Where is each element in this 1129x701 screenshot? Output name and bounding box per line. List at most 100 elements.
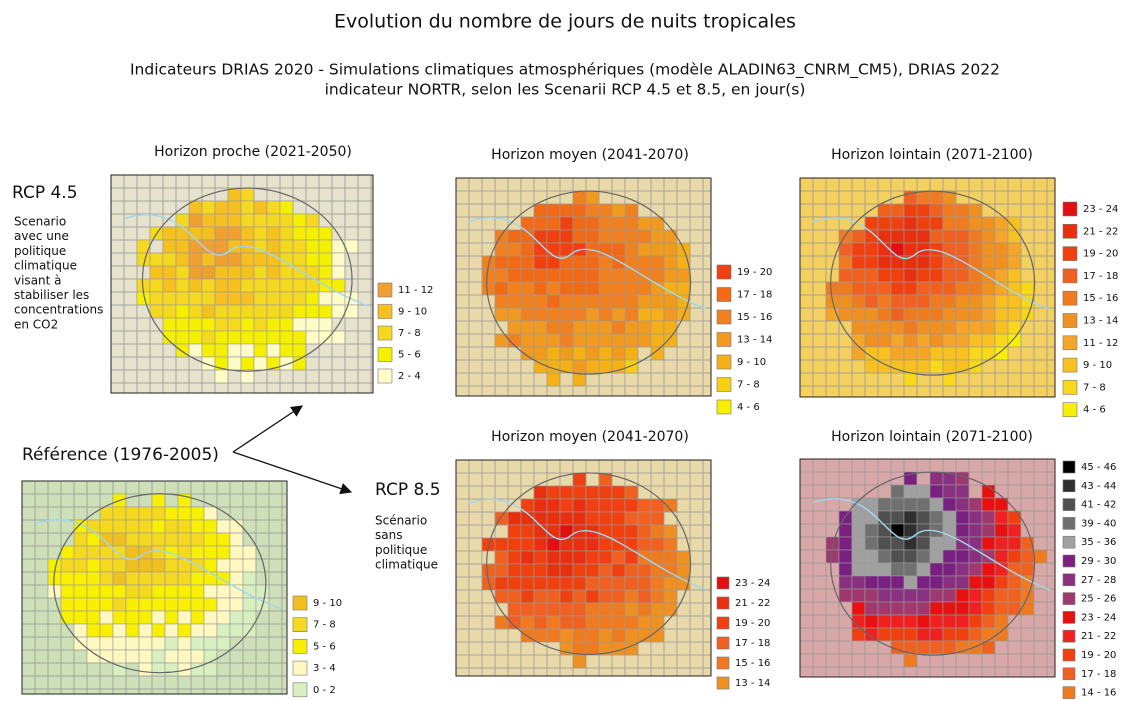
map-cell	[903, 588, 918, 603]
map-cell	[292, 317, 307, 332]
map-cell	[520, 550, 535, 565]
map-cell	[546, 511, 561, 526]
legend-label: 9 - 10	[737, 357, 766, 368]
map-cell	[994, 268, 1009, 283]
legend-label: 41 - 42	[1081, 500, 1116, 511]
map-cell	[546, 203, 561, 218]
map-cell	[214, 369, 229, 384]
map-cell	[175, 265, 190, 280]
map-cell	[916, 203, 931, 218]
map-cell	[240, 200, 255, 215]
map-cell	[877, 549, 892, 564]
title: Evolution du nombre de jours de nuits tr…	[334, 11, 796, 33]
map-cell	[572, 485, 587, 500]
map-cell	[520, 268, 535, 283]
map-cell	[585, 628, 600, 643]
map-cell	[253, 343, 268, 358]
legend-swatch	[1062, 573, 1076, 587]
map-cell	[162, 291, 177, 306]
map-cell	[968, 307, 983, 322]
map-cell	[162, 239, 177, 254]
map-cell	[624, 255, 639, 270]
map-cell	[177, 532, 192, 547]
map-cell	[890, 588, 905, 603]
map-cell	[981, 588, 996, 603]
map-cell	[968, 203, 983, 218]
legend-label: 21 - 22	[735, 598, 770, 609]
legend-swatch	[1062, 629, 1076, 643]
map-cell	[851, 346, 866, 361]
map-cell	[559, 216, 574, 231]
map-cell	[929, 203, 944, 218]
map-cell	[99, 597, 114, 612]
map-cell	[598, 307, 613, 322]
map-cell	[942, 549, 957, 564]
map-cell	[507, 615, 522, 630]
map-cell	[177, 597, 192, 612]
legend-label: 21 - 22	[1083, 226, 1118, 237]
map-cell	[851, 268, 866, 283]
map-cell	[112, 519, 127, 534]
map-cell	[825, 281, 840, 296]
map-cell	[877, 601, 892, 616]
map-title: Horizon moyen (2041-2070)	[491, 429, 689, 445]
map-cell	[533, 498, 548, 513]
map-cell	[611, 320, 626, 335]
map-cell	[916, 294, 931, 309]
map-cell	[864, 523, 879, 538]
scenario-description: en CO2	[14, 317, 58, 331]
map-cell	[624, 498, 639, 513]
map-cell	[240, 265, 255, 280]
map-cell	[175, 291, 190, 306]
map-cell	[190, 597, 205, 612]
legend-label: 19 - 20	[1083, 249, 1118, 260]
map-cell	[533, 320, 548, 335]
map-cell	[877, 307, 892, 322]
map-cell	[611, 550, 626, 565]
map-cell	[151, 506, 166, 521]
map-cell	[598, 485, 613, 500]
map-cell	[637, 216, 652, 231]
map-cell	[890, 203, 905, 218]
map-cell	[214, 226, 229, 241]
map-cell	[331, 330, 346, 345]
map-cell	[253, 252, 268, 267]
map-cell	[507, 589, 522, 604]
legend-label: 39 - 40	[1081, 518, 1116, 529]
map-cell	[611, 602, 626, 617]
map-cell	[851, 255, 866, 270]
legend-swatch	[716, 264, 732, 280]
map-cell	[190, 532, 205, 547]
map-cell	[890, 510, 905, 525]
map-cell	[318, 239, 333, 254]
map-cell	[663, 294, 678, 309]
map-cell	[507, 307, 522, 322]
map-cell	[214, 291, 229, 306]
map-cell	[877, 216, 892, 231]
map-cell	[890, 549, 905, 564]
map-cell	[227, 226, 242, 241]
map-cell	[572, 307, 587, 322]
map-cell	[676, 550, 691, 565]
map-cell	[942, 536, 957, 551]
map-cell	[138, 662, 153, 677]
map-cell	[663, 550, 678, 565]
map-cell	[99, 636, 114, 651]
map-cell	[227, 213, 242, 228]
map-cell	[546, 602, 561, 617]
map-cell	[151, 597, 166, 612]
map-cell	[151, 558, 166, 573]
map-cell	[164, 519, 179, 534]
map-cell	[955, 333, 970, 348]
map-cell	[214, 317, 229, 332]
map-cell	[125, 571, 140, 586]
map-cell	[279, 304, 294, 319]
map-cell	[138, 506, 153, 521]
map-cell	[663, 524, 678, 539]
map-cell	[968, 242, 983, 257]
map-cell	[838, 536, 853, 551]
map-cell	[546, 537, 561, 552]
map-cell	[650, 307, 665, 322]
map-cell	[216, 623, 231, 638]
map-cell	[533, 359, 548, 374]
